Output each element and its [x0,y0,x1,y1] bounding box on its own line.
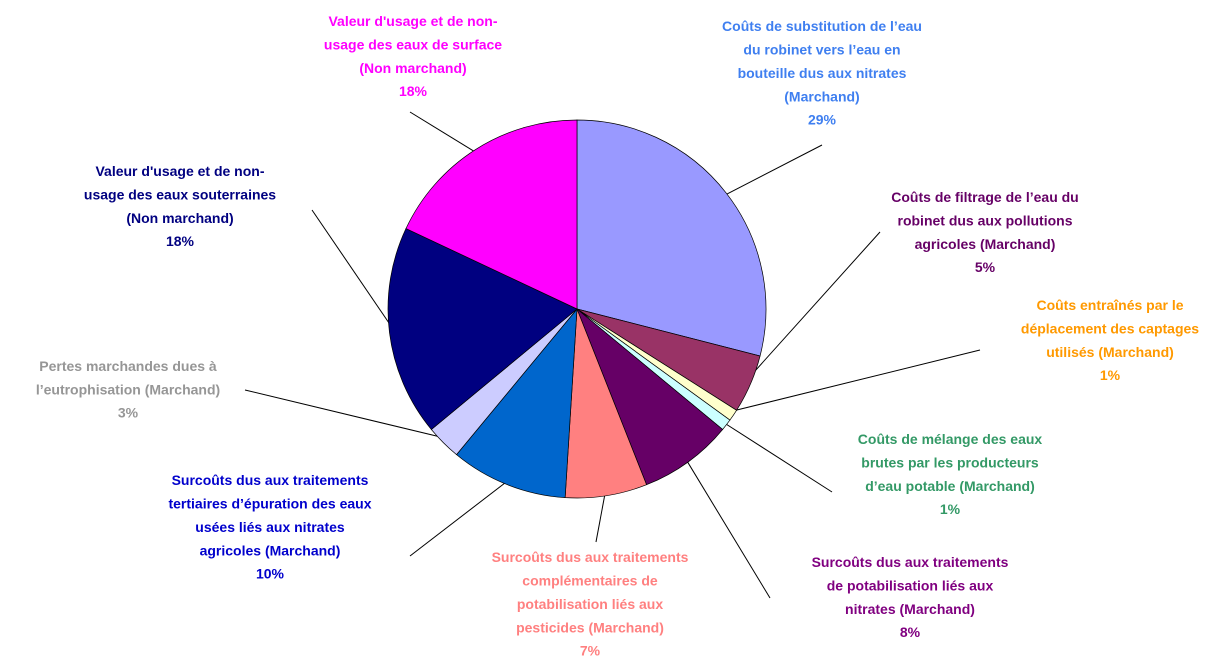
slice-label: Surcoûts dus aux traitements tertiaires d… [168,472,371,559]
leader-line [409,479,510,557]
slice-label: Coûts entraînés par le déplacement des ca… [1021,297,1199,360]
leader-line [409,111,480,155]
pie-slice [576,308,724,486]
value-label: 8% [900,624,921,640]
leader-line [684,457,771,599]
slice-label: Pertes marchandes dues à l’eutrophisation… [36,358,220,398]
slice-label: Surcoûts dus aux traitements complémentai… [492,549,689,636]
leader-lines [244,111,981,599]
pie-slice [387,228,578,430]
pie-slice [405,119,578,310]
leader-line [721,420,833,493]
value-label: 7% [580,643,601,657]
slice-label: Coûts de mélange des eaux brutes par les … [858,431,1043,494]
slice-label: Valeur d'usage et de non-usage des eaux … [84,163,276,226]
leader-line [311,209,396,333]
leader-line [728,349,981,413]
slice-label: Coûts de filtrage de l’eau du robinet dus… [891,189,1078,252]
leader-line [744,231,881,383]
leader-line [721,144,823,198]
slice-label: Valeur d'usage et de non-usage des eaux … [324,13,502,76]
leader-line [595,489,607,543]
value-label: 3% [118,405,139,421]
slice-label: Coûts de substitution de l’eau du robinet… [722,18,922,105]
value-label: 5% [975,259,996,275]
pie-slice [576,119,767,357]
value-label: 29% [808,112,837,128]
value-label: 10% [256,566,285,582]
slice-label: Surcoûts dus aux traitements de potabilis… [812,554,1009,617]
pie-slice [456,307,578,498]
value-label: 18% [166,233,195,249]
value-label: 18% [399,83,428,99]
value-label: 1% [1100,367,1121,383]
value-label: 1% [940,501,961,517]
leader-line [244,389,448,440]
